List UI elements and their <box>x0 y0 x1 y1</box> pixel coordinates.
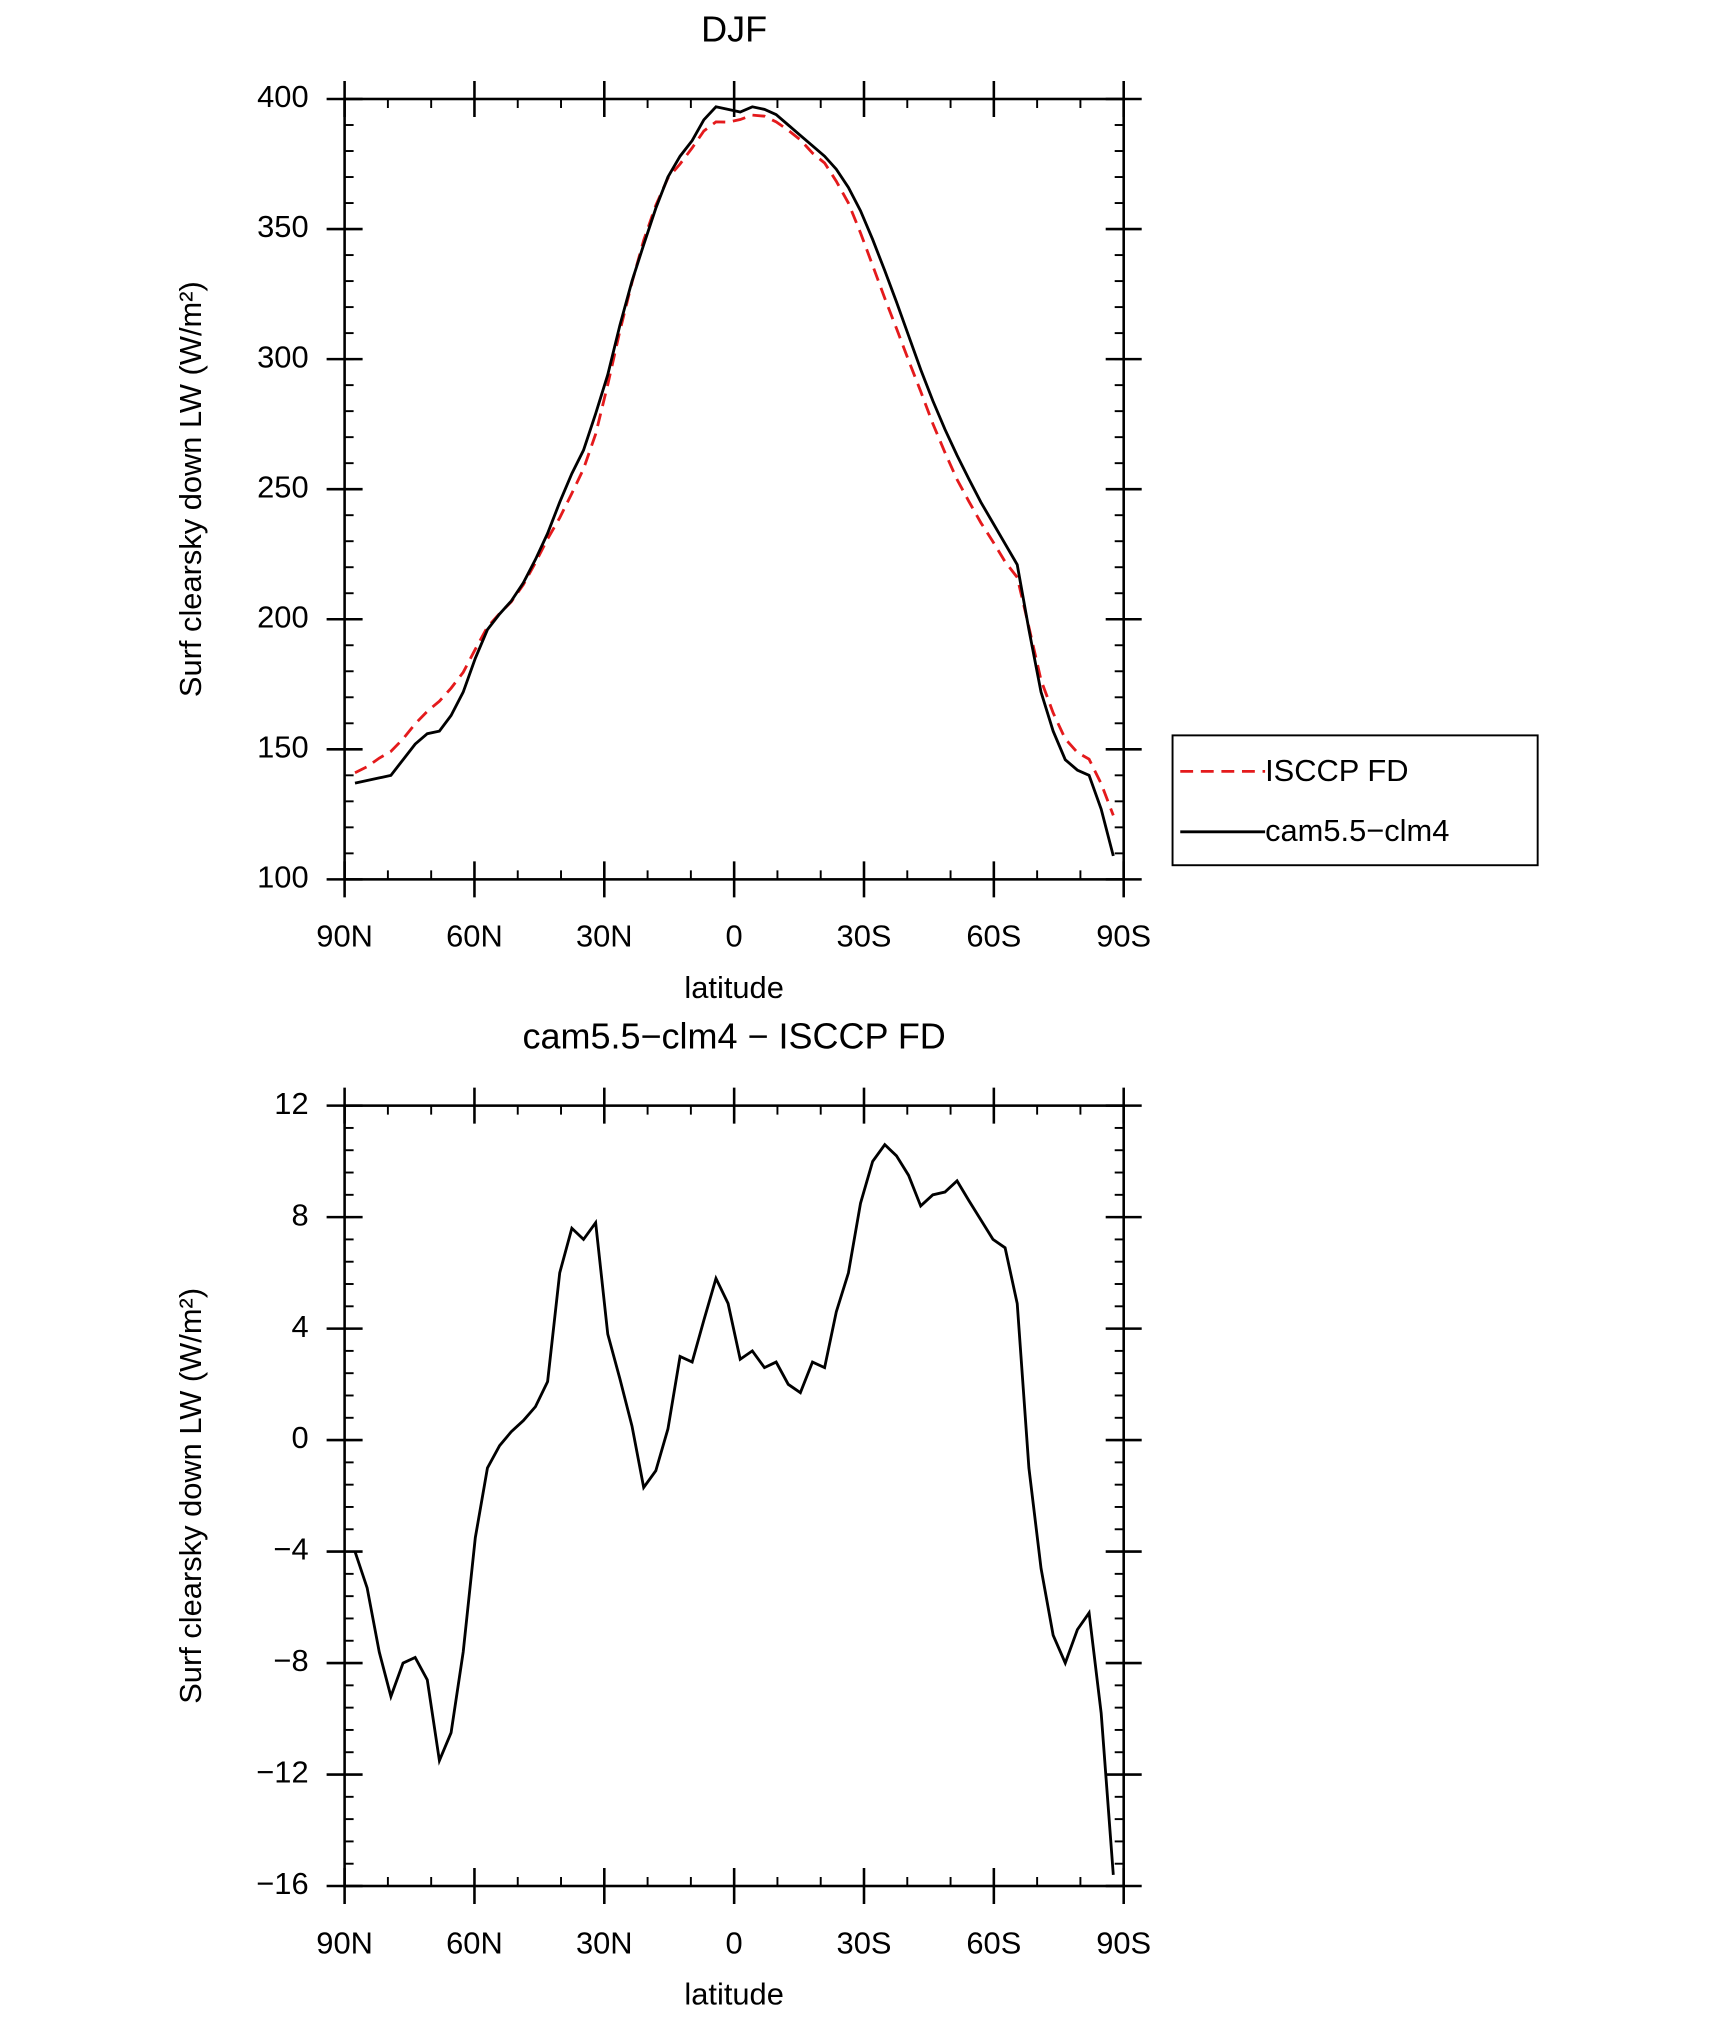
x-tick-label: 90N <box>316 919 373 954</box>
x-tick-label: 60N <box>446 919 503 954</box>
y-tick-label: 8 <box>291 1197 308 1232</box>
x-tick-label: 0 <box>726 919 743 954</box>
x-tick-label: 90S <box>1096 919 1151 954</box>
data-line <box>354 113 1115 816</box>
x-tick-label: 30S <box>837 1925 892 1960</box>
data-line <box>354 105 1115 857</box>
x-axis-label: latitude <box>684 1977 783 2012</box>
y-tick-label: 0 <box>291 1420 308 1455</box>
x-tick-label: 30N <box>576 1925 633 1960</box>
y-tick-label: 250 <box>257 469 308 504</box>
x-axis-label: latitude <box>684 970 783 1005</box>
y-tick-label: 400 <box>257 79 308 114</box>
plot-frame <box>343 1104 1125 1888</box>
y-tick-label: 200 <box>257 599 308 634</box>
x-tick-label: 90N <box>316 1925 373 1960</box>
x-tick-label: 90S <box>1096 1925 1151 1960</box>
x-tick-label: 0 <box>726 1925 743 1960</box>
plot-frame <box>343 97 1125 881</box>
legend-label: ISCCP FD <box>1265 753 1408 788</box>
x-tick-label: 30S <box>837 919 892 954</box>
y-tick-label: 300 <box>257 339 308 374</box>
x-tick-label: 60S <box>966 1925 1021 1960</box>
y-tick-label: 150 <box>257 729 308 764</box>
chart-title: cam5.5−clm4 − ISCCP FD <box>523 1015 946 1056</box>
chart-title: DJF <box>701 9 767 50</box>
y-tick-label: −8 <box>273 1643 308 1678</box>
legend-box <box>1171 734 1539 867</box>
x-tick-label: 60N <box>446 1925 503 1960</box>
x-tick-label: 60S <box>966 919 1021 954</box>
y-axis-label: Surf clearsky down LW (W/m²) <box>173 281 208 697</box>
x-tick-label: 30N <box>576 919 633 954</box>
y-tick-label: 12 <box>274 1086 308 1121</box>
legend-label: cam5.5−clm4 <box>1265 813 1449 848</box>
y-tick-label: −12 <box>256 1755 308 1790</box>
y-tick-label: −16 <box>256 1866 308 1901</box>
y-tick-label: −4 <box>273 1532 308 1567</box>
y-tick-label: 4 <box>291 1309 308 1344</box>
y-tick-label: 100 <box>257 860 308 895</box>
data-line <box>353 1142 1115 1875</box>
y-tick-label: 350 <box>257 209 308 244</box>
y-axis-label: Surf clearsky down LW (W/m²) <box>173 1288 208 1704</box>
